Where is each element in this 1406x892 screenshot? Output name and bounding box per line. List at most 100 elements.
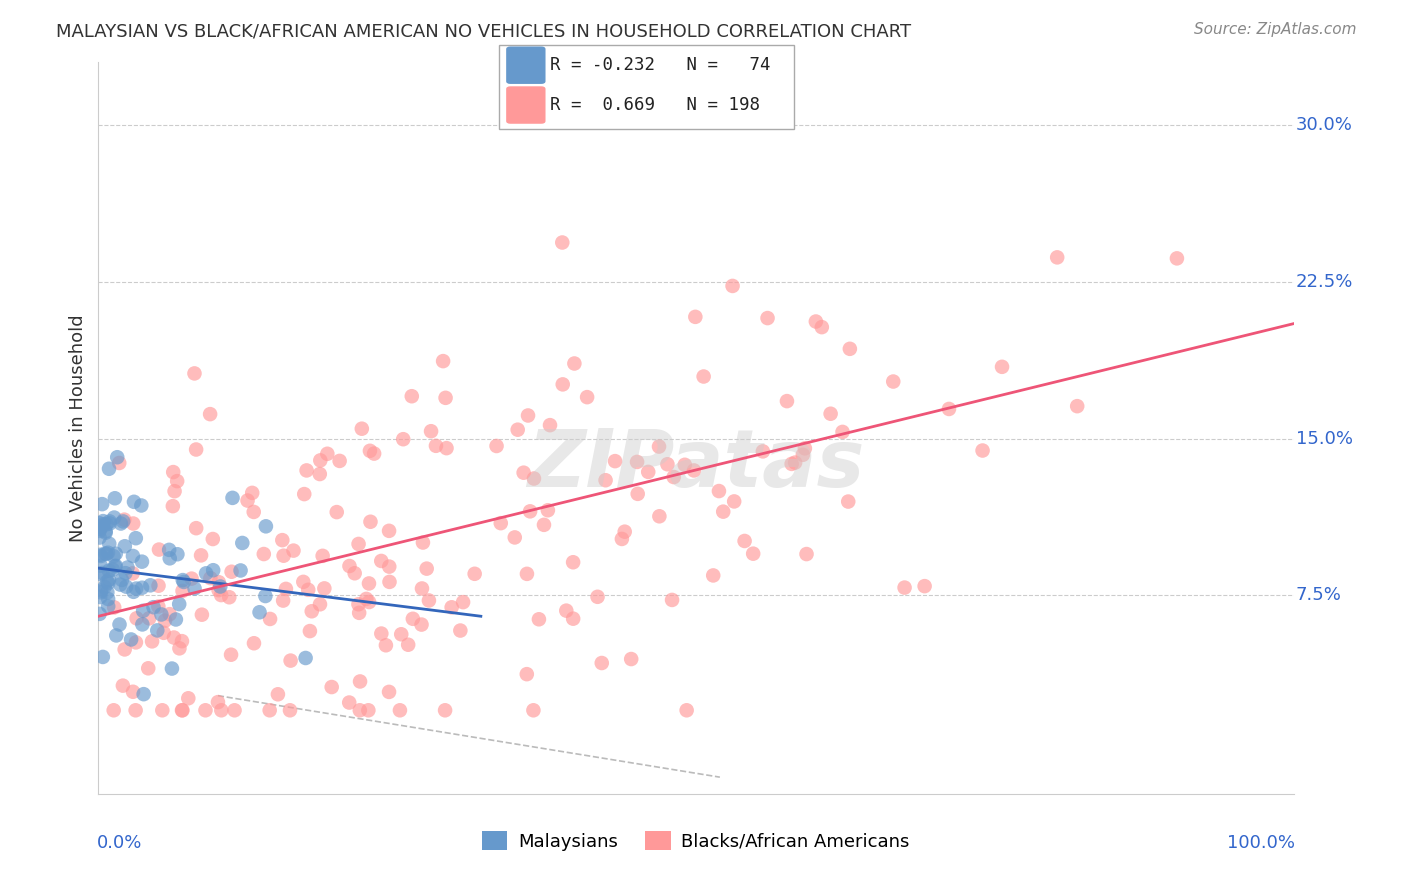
- Point: [142, 600, 165, 615]
- Point: [96, 547, 118, 561]
- Point: [91, 566, 114, 580]
- Point: [685, 310, 707, 324]
- Point: [96, 517, 118, 532]
- Point: [551, 377, 574, 392]
- Point: [122, 584, 145, 599]
- Point: [122, 549, 145, 563]
- Point: [146, 624, 169, 638]
- Point: [122, 495, 145, 509]
- Point: [141, 634, 163, 648]
- Point: [91, 517, 114, 532]
- Point: [194, 703, 217, 717]
- Point: [152, 625, 174, 640]
- Point: [378, 685, 401, 699]
- Point: [125, 611, 148, 625]
- Point: [148, 579, 170, 593]
- Point: [294, 651, 316, 665]
- Point: [449, 624, 471, 638]
- Point: [122, 516, 145, 531]
- Point: [648, 509, 671, 524]
- Point: [434, 391, 457, 405]
- Point: [972, 443, 994, 458]
- Point: [89, 524, 111, 538]
- Point: [337, 696, 360, 710]
- Text: 30.0%: 30.0%: [1296, 116, 1353, 134]
- Point: [91, 497, 114, 511]
- Point: [125, 635, 148, 649]
- Point: [339, 559, 361, 574]
- Point: [378, 559, 401, 574]
- Point: [207, 695, 229, 709]
- Point: [292, 487, 315, 501]
- Point: [274, 582, 297, 596]
- Point: [89, 607, 111, 621]
- Point: [882, 375, 904, 389]
- Point: [103, 510, 125, 524]
- Point: [98, 462, 121, 476]
- Point: [489, 516, 512, 530]
- Point: [111, 679, 134, 693]
- Point: [1166, 252, 1188, 266]
- Point: [796, 547, 818, 561]
- Point: [170, 634, 193, 648]
- Point: [208, 575, 231, 590]
- Point: [207, 583, 229, 598]
- Point: [198, 407, 221, 421]
- Point: [273, 549, 295, 563]
- Point: [648, 440, 671, 454]
- Point: [785, 456, 807, 470]
- Point: [163, 631, 186, 645]
- Point: [166, 547, 188, 561]
- Point: [707, 484, 730, 499]
- Point: [938, 401, 960, 416]
- Point: [411, 582, 433, 596]
- Point: [173, 574, 195, 589]
- Point: [125, 582, 148, 596]
- Point: [359, 595, 381, 609]
- Point: [221, 491, 243, 505]
- Point: [804, 314, 827, 328]
- Point: [209, 703, 232, 717]
- Point: [347, 537, 370, 551]
- Point: [105, 450, 128, 465]
- Point: [389, 627, 412, 641]
- Point: [314, 582, 336, 596]
- Point: [219, 648, 242, 662]
- Point: [347, 597, 370, 611]
- Text: 7.5%: 7.5%: [1296, 586, 1341, 605]
- Point: [97, 592, 120, 607]
- Point: [157, 542, 180, 557]
- Point: [756, 311, 779, 326]
- Point: [231, 536, 253, 550]
- Point: [711, 505, 734, 519]
- Point: [121, 566, 143, 581]
- Point: [675, 703, 697, 717]
- Point: [776, 394, 799, 409]
- Point: [94, 525, 117, 540]
- Point: [1046, 251, 1069, 265]
- Point: [136, 661, 159, 675]
- Point: [562, 612, 585, 626]
- Point: [96, 585, 118, 599]
- Point: [432, 354, 454, 368]
- Point: [172, 583, 194, 598]
- Point: [533, 517, 555, 532]
- Text: 0.0%: 0.0%: [97, 834, 142, 852]
- Point: [271, 533, 294, 548]
- Point: [236, 493, 259, 508]
- Text: R =  0.669   N = 198: R = 0.669 N = 198: [550, 96, 759, 114]
- Point: [202, 563, 225, 577]
- Point: [131, 617, 153, 632]
- Point: [991, 359, 1014, 374]
- Point: [249, 605, 271, 619]
- Point: [94, 547, 117, 561]
- Point: [108, 617, 131, 632]
- Point: [538, 418, 561, 433]
- Point: [89, 522, 111, 536]
- Point: [702, 568, 724, 582]
- Point: [283, 543, 305, 558]
- Point: [837, 494, 859, 508]
- Point: [89, 590, 111, 604]
- Point: [603, 454, 626, 468]
- Point: [278, 703, 301, 717]
